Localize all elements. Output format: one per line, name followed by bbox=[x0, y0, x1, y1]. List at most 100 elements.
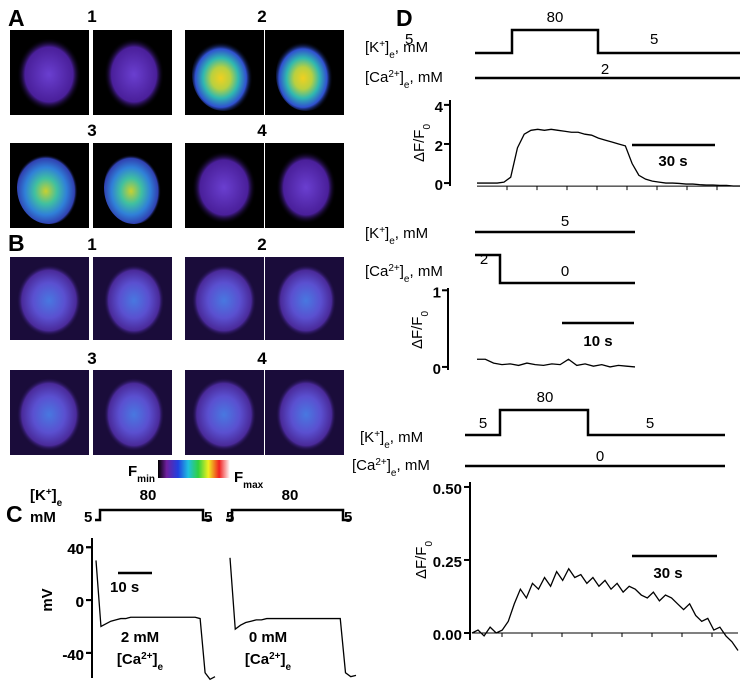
label-part: F bbox=[128, 463, 137, 480]
cell bbox=[192, 151, 256, 224]
label-part: e bbox=[389, 50, 395, 61]
label-part: e bbox=[389, 236, 395, 247]
y-tick-label: 0 bbox=[76, 594, 84, 611]
k-label: [K+]e bbox=[30, 487, 63, 509]
cell bbox=[192, 265, 256, 336]
label-part: 0 bbox=[424, 541, 435, 547]
label-part: min bbox=[137, 474, 155, 485]
scale-bar-label: 30 s bbox=[658, 153, 687, 170]
step-label: 5 bbox=[646, 415, 654, 432]
k-step bbox=[226, 508, 350, 522]
label-part: [Ca bbox=[117, 651, 142, 668]
cell bbox=[104, 265, 164, 336]
step-label: 5 bbox=[650, 31, 658, 48]
step-label: 5 bbox=[344, 509, 352, 526]
panel-label: C bbox=[6, 501, 23, 527]
label-part: + bbox=[379, 225, 385, 236]
cell bbox=[276, 38, 336, 111]
ca-label: [Ca2+]e, mM bbox=[352, 457, 430, 479]
cell bbox=[104, 151, 164, 224]
step-label: 5 bbox=[479, 415, 487, 432]
label-part: [Ca bbox=[365, 69, 389, 86]
ca-step bbox=[475, 253, 635, 285]
panel-label: B bbox=[8, 230, 25, 256]
label-part: [Ca bbox=[245, 651, 270, 668]
step-label: 0 bbox=[596, 448, 604, 465]
trace bbox=[95, 560, 216, 681]
cell bbox=[276, 151, 336, 224]
step-label: 5 bbox=[226, 509, 234, 526]
y-tick-label: 0.25 bbox=[433, 554, 462, 571]
cell bbox=[17, 378, 81, 451]
label-part: ΔF/F bbox=[413, 547, 430, 580]
label-part: 2+ bbox=[388, 263, 400, 274]
image-number: 1 bbox=[87, 235, 96, 254]
label-part: e bbox=[404, 80, 410, 91]
cell bbox=[276, 265, 336, 336]
label-part: , mM bbox=[395, 225, 428, 242]
label-part: ] bbox=[385, 39, 389, 56]
y-label: ΔF/F0 bbox=[411, 124, 433, 163]
panel-label: D bbox=[396, 5, 413, 31]
label-part: 2+ bbox=[141, 651, 153, 662]
image-number: 3 bbox=[87, 349, 96, 368]
y-tick-label: 1 bbox=[433, 284, 441, 301]
y-tick-label: 0 bbox=[76, 594, 84, 611]
label-part: [K bbox=[365, 39, 379, 56]
label-part: 0 bbox=[422, 124, 433, 130]
label-part: + bbox=[374, 429, 380, 440]
label-part: ] bbox=[153, 651, 158, 668]
label-part: [Ca bbox=[352, 457, 376, 474]
image-number: 3 bbox=[87, 121, 96, 140]
y-tick-label: -40 bbox=[62, 647, 84, 664]
cell bbox=[192, 38, 256, 111]
y-tick-label: 0 bbox=[433, 361, 441, 378]
trace bbox=[477, 128, 740, 187]
step-label: 5 bbox=[204, 509, 212, 526]
label-part: ] bbox=[380, 429, 384, 446]
label-part: ΔF/F bbox=[409, 317, 426, 350]
y-label: ΔF/F0 bbox=[409, 311, 431, 350]
label-part: + bbox=[379, 39, 385, 50]
cell bbox=[104, 378, 164, 451]
y-tick-label: 4 bbox=[435, 99, 444, 116]
image-number: 4 bbox=[257, 121, 267, 140]
label-part: F bbox=[234, 469, 243, 486]
k-step bbox=[475, 28, 740, 55]
label-part: e bbox=[158, 662, 164, 673]
label-part: , mM bbox=[395, 39, 428, 56]
step-label: 80 bbox=[282, 487, 299, 504]
y-tick-label: 0.00 bbox=[433, 627, 462, 644]
label-part: e bbox=[391, 468, 397, 479]
k-label: [K+]e, mM bbox=[360, 429, 423, 451]
label-part: , mM bbox=[396, 457, 429, 474]
label-part: [Ca bbox=[365, 263, 389, 280]
step-label: 2 bbox=[480, 251, 488, 268]
label-part: max bbox=[243, 480, 263, 491]
k-step bbox=[95, 508, 212, 522]
cell bbox=[17, 265, 81, 336]
step-label: 0 bbox=[561, 263, 569, 280]
cell bbox=[17, 151, 81, 224]
label-part: ] bbox=[387, 457, 391, 474]
k-unit: mM bbox=[30, 509, 56, 526]
label-part: , mM bbox=[409, 263, 442, 280]
condition-ion: [Ca2+]e bbox=[117, 651, 164, 673]
y-label: mV bbox=[39, 588, 56, 611]
label-part: ] bbox=[400, 69, 404, 86]
label-part: ] bbox=[400, 263, 404, 280]
y-label: ΔF/F0 bbox=[413, 541, 435, 580]
label-part: e bbox=[286, 662, 292, 673]
label-part: ] bbox=[385, 225, 389, 242]
label-part: 2+ bbox=[388, 69, 400, 80]
cell bbox=[276, 378, 336, 451]
label-part: [K bbox=[360, 429, 374, 446]
label-part: ΔF/F bbox=[411, 130, 428, 163]
image-number: 2 bbox=[257, 7, 266, 26]
image-number: 4 bbox=[257, 349, 267, 368]
colorbar-max: Fmax bbox=[234, 469, 264, 491]
step-label: 5 bbox=[405, 31, 413, 48]
label-part: e bbox=[384, 440, 390, 451]
